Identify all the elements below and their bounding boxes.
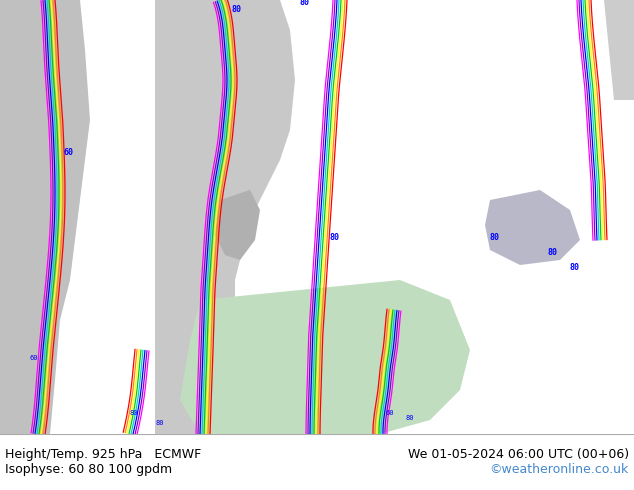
- Text: We 01-05-2024 06:00 UTC (00+06): We 01-05-2024 06:00 UTC (00+06): [408, 448, 629, 461]
- Text: 60: 60: [385, 410, 394, 416]
- Text: 80: 80: [330, 233, 340, 242]
- Polygon shape: [180, 280, 470, 434]
- Text: Height/Temp. 925 hPa   ECMWF: Height/Temp. 925 hPa ECMWF: [5, 448, 202, 461]
- Text: 80: 80: [490, 233, 500, 242]
- Text: 80: 80: [300, 0, 310, 7]
- Text: 60: 60: [63, 148, 73, 157]
- Polygon shape: [604, 0, 634, 100]
- Text: Isophyse: 60 80 100 gpdm: Isophyse: 60 80 100 gpdm: [5, 463, 172, 476]
- Text: 80: 80: [570, 263, 580, 272]
- Text: 80: 80: [155, 420, 164, 426]
- Text: 80: 80: [405, 415, 413, 421]
- Text: ©weatheronline.co.uk: ©weatheronline.co.uk: [489, 463, 629, 476]
- Text: 80: 80: [232, 5, 242, 14]
- Polygon shape: [155, 0, 295, 434]
- Text: 60: 60: [30, 355, 39, 361]
- Text: 80: 80: [548, 248, 558, 257]
- Polygon shape: [485, 190, 580, 265]
- Polygon shape: [0, 0, 90, 434]
- Text: 80: 80: [130, 410, 138, 416]
- Polygon shape: [215, 190, 260, 260]
